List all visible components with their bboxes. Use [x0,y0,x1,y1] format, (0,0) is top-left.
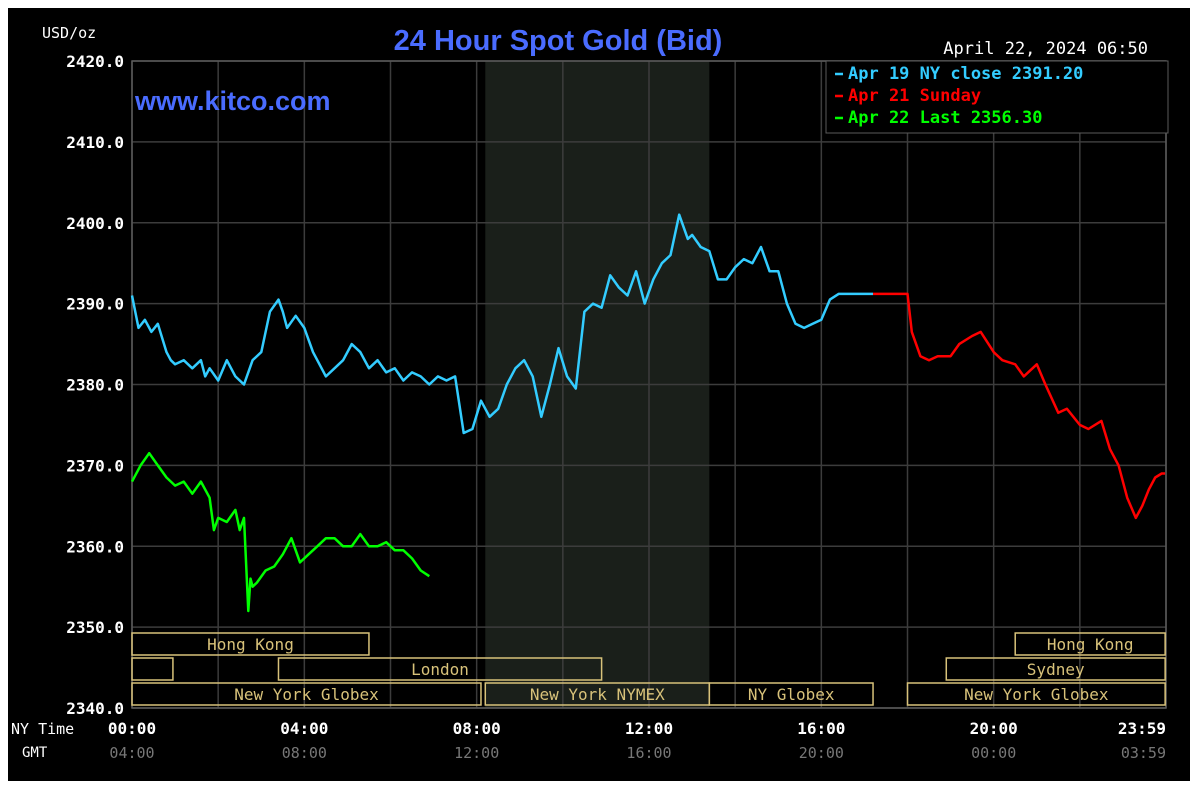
x-tick-label-ny: 00:00 [108,719,156,738]
x-tick-label-gmt: 03:59 [1121,744,1166,762]
chart-title: 24 Hour Spot Gold (Bid) [394,25,723,57]
series-line [130,213,873,435]
axis-label-layer: 2420.0 2410.0 2400.0 2390.0 2380.0 2370.0 2360… [11,52,1166,762]
session-label: New York Globex [234,685,379,704]
session-box [708,682,874,706]
y-tick-label: 2390.0 [66,295,124,314]
gold-price-chart: Hong Kong London New York Globex New York N… [11,24,1169,762]
session-box [131,682,482,706]
y-tick-label: 2340.0 [66,699,124,718]
session-layer: Hong Kong London New York Globex New York N… [131,632,1166,706]
y-axis-unit-label: USD/oz [42,24,96,42]
y-tick-label: 2400.0 [66,214,124,233]
x-tick-label-gmt: 20:00 [799,744,844,762]
session-label: London [411,660,469,679]
x-row-label-gmt: GMT [22,745,48,761]
x-tick-label-gmt: 04:00 [109,744,154,762]
session-box [277,657,603,681]
session-label: Hong Kong [1047,635,1134,654]
plot-border [131,60,1167,709]
legend-entry-label: Apr 21 Sunday [848,86,981,106]
x-tick-label-gmt: 08:00 [282,744,327,762]
x-tick-label-gmt: 12:00 [454,744,499,762]
x-tick-label-ny: 16:00 [797,719,845,738]
session-box [131,632,370,656]
x-tick-label-gmt: 16:00 [626,744,671,762]
session-box [945,657,1166,681]
x-row-label-ny: NY Time [11,720,74,738]
y-tick-label: 2380.0 [66,376,124,395]
x-tick-label-ny: 12:00 [625,719,673,738]
session-label: New York NYMEX [530,685,665,704]
y-tick-label: 2370.0 [66,456,124,475]
y-tick-label: 2350.0 [66,618,124,637]
session-box [1014,632,1166,656]
kitco-watermark: www.kitco.com [134,86,331,116]
chart-timestamp: April 22, 2024 06:50 [943,39,1148,59]
x-tick-label-gmt: 00:00 [971,744,1016,762]
session-label: Hong Kong [207,635,294,654]
x-tick-label-ny: 08:00 [453,719,501,738]
chart-frame: Hong Kong London New York Globex New York N… [8,8,1190,781]
x-tick-label-ny: 23:59 [1118,719,1166,738]
series-line [873,292,1166,520]
y-tick-label: 2360.0 [66,537,124,556]
session-label: Sydney [1027,660,1085,679]
session-box [131,657,174,681]
x-tick-label-ny: 20:00 [970,719,1018,738]
session-box [906,682,1166,706]
x-tick-label-ny: 04:00 [280,719,328,738]
session-label: NY Globex [748,685,835,704]
series-layer [130,213,1166,613]
y-tick-label: 2410.0 [66,133,124,152]
grid-layer [131,60,1167,709]
legend-entry-label: Apr 19 NY close 2391.20 [848,64,1083,84]
session-label: New York Globex [964,685,1109,704]
y-tick-label: 2420.0 [66,52,124,71]
legend-entry-label: Apr 22 Last 2356.30 [848,108,1042,128]
legend-box [825,60,1169,134]
series-line [130,451,430,613]
